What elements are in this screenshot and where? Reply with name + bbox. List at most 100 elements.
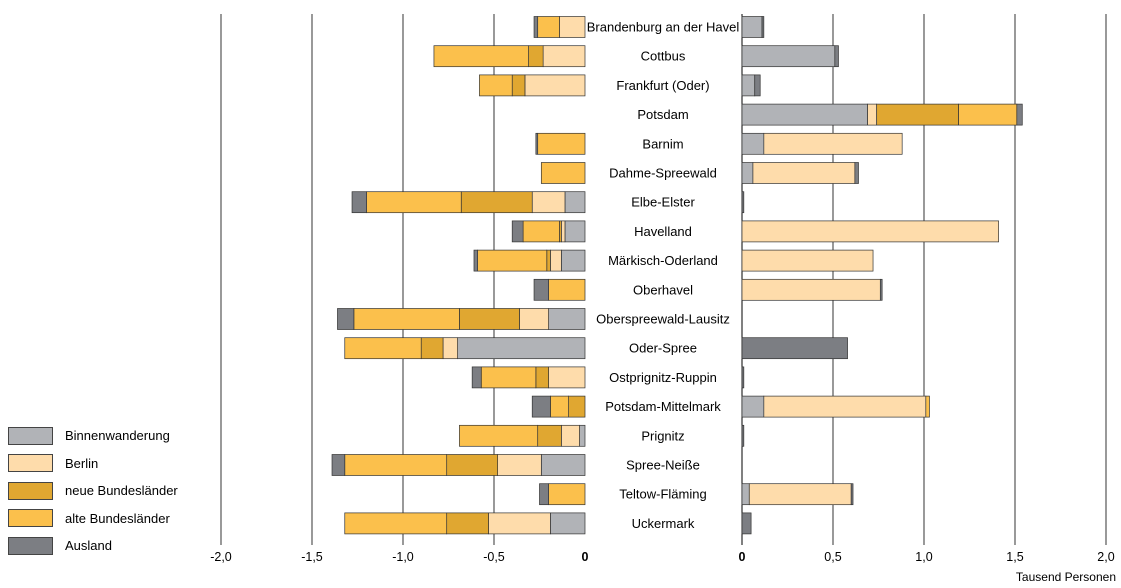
legend-label: Binnenwanderung — [65, 428, 170, 444]
bar-ausland — [351, 191, 367, 214]
bar-neue-bundesl-nder — [511, 74, 526, 97]
category-label: Potsdam — [637, 107, 688, 122]
bar-alte-bundesl-nder — [433, 45, 529, 68]
bar-neue-bundesl-nder — [446, 454, 498, 476]
bar-ausland — [850, 483, 854, 506]
category-label: Brandenburg an der Havel — [587, 20, 740, 35]
bar-neue-bundesl-nder — [446, 512, 489, 535]
bar-alte-bundesl-nder — [344, 454, 448, 476]
bar-binnenwanderung — [540, 454, 586, 476]
category-label: Frankfurt (Oder) — [616, 78, 709, 93]
bar-ausland — [761, 16, 765, 38]
bar-berlin — [763, 395, 927, 418]
bar-ausland — [741, 512, 752, 535]
bar-berlin — [748, 483, 852, 506]
x-tick-label: 1,5 — [1006, 550, 1023, 564]
category-label: Elbe-Elster — [631, 195, 695, 210]
bar-berlin — [488, 512, 551, 535]
bar-ausland — [533, 16, 539, 38]
bar-alte-bundesl-nder — [479, 74, 513, 97]
bar-binnenwanderung — [564, 220, 586, 243]
bar-binnenwanderung — [560, 249, 586, 272]
bar-alte-bundesl-nder — [459, 424, 539, 447]
bar-binnenwanderung — [741, 483, 750, 506]
bar-binnenwanderung — [741, 45, 836, 68]
legend: Binnenwanderung Berlin neue Bundesländer… — [8, 422, 178, 560]
bar-neue-bundesl-nder — [528, 45, 544, 68]
bar-binnenwanderung — [564, 191, 586, 214]
legend-label: alte Bundesländer — [65, 510, 170, 526]
category-label: Märkisch-Oderland — [608, 253, 718, 268]
bar-binnenwanderung — [579, 424, 586, 447]
category-label: Uckermark — [632, 516, 695, 531]
bar-ausland — [741, 337, 848, 360]
x-tick-label: -1,5 — [301, 550, 323, 564]
x-tick-label: 0 — [739, 550, 746, 564]
x-tick-label: 1,0 — [915, 550, 932, 564]
bar-binnenwanderung — [741, 74, 756, 97]
bar-ausland — [741, 366, 745, 389]
bar-alte-bundesl-nder — [344, 512, 448, 535]
legend-label: neue Bundesländer — [65, 483, 178, 499]
bar-berlin — [559, 16, 586, 38]
bar-berlin — [542, 45, 586, 68]
legend-item: neue Bundesländer — [8, 477, 178, 505]
bar-neue-bundesl-nder — [876, 103, 959, 126]
legend-swatch — [8, 481, 53, 500]
bar-binnenwanderung — [457, 337, 586, 360]
bar-ausland — [531, 395, 551, 418]
bar-alte-bundesl-nder — [344, 337, 422, 360]
bars — [331, 16, 1023, 535]
bar-alte-bundesl-nder — [548, 278, 586, 301]
bar-binnenwanderung — [741, 132, 765, 155]
legend-label: Berlin — [65, 455, 99, 471]
bar-neue-bundesl-nder — [420, 337, 444, 360]
bar-binnenwanderung — [741, 16, 763, 38]
category-label: Ostprignitz-Ruppin — [609, 370, 717, 385]
bar-alte-bundesl-nder — [925, 395, 930, 418]
x-tick-label: 0 — [582, 550, 589, 564]
category-label: Oder-Spree — [629, 341, 697, 356]
bar-ausland — [854, 162, 859, 184]
bar-ausland — [834, 45, 839, 68]
tick-labels: -2,0 -1,5 -1,0 -0,5 0 0 0,5 1,0 1,5 2,0 — [210, 550, 1115, 564]
legend-item: alte Bundesländer — [8, 505, 178, 533]
x-tick-label: 0,5 — [824, 550, 841, 564]
x-tick-label: 2,0 — [1097, 550, 1114, 564]
legend-item: Berlin — [8, 450, 178, 478]
bar-ausland — [741, 191, 745, 214]
bar-berlin — [560, 424, 580, 447]
x-tick-label: -1,0 — [392, 550, 414, 564]
bar-binnenwanderung — [548, 308, 586, 330]
bar-neue-bundesl-nder — [537, 424, 562, 447]
bar-ausland — [471, 366, 482, 389]
bar-berlin — [752, 162, 856, 184]
bar-neue-bundesl-nder — [460, 191, 533, 214]
bar-berlin — [560, 220, 566, 243]
bar-neue-bundesl-nder — [535, 366, 549, 389]
bar-binnenwanderung — [741, 103, 868, 126]
bar-alte-bundesl-nder — [522, 220, 560, 243]
bar-berlin — [531, 191, 566, 214]
category-label: Oberhavel — [633, 282, 693, 297]
bar-neue-bundesl-nder — [459, 308, 520, 330]
bar-ausland — [533, 278, 549, 301]
bar-alte-bundesl-nder — [540, 162, 586, 184]
bar-berlin — [550, 249, 562, 272]
bar-ausland — [539, 483, 549, 506]
legend-swatch — [8, 536, 53, 555]
bar-alte-bundesl-nder — [537, 16, 560, 38]
legend-item: Binnenwanderung — [8, 422, 178, 450]
bar-alte-bundesl-nder — [548, 483, 586, 506]
category-label: Prignitz — [641, 428, 684, 443]
bar-neue-bundesl-nder — [568, 395, 586, 418]
bar-ausland — [331, 454, 346, 476]
category-labels: Brandenburg an der Havel Cottbus Frankfurt… — [587, 20, 740, 531]
bar-berlin — [763, 132, 903, 155]
category-label: Potsdam-Mittelmark — [605, 399, 721, 414]
legend-swatch — [8, 454, 53, 473]
category-label: Oberspreewald-Lausitz — [596, 312, 730, 327]
bar-neue-bundesl-nder — [546, 249, 551, 272]
bar-binnenwanderung — [550, 512, 586, 535]
